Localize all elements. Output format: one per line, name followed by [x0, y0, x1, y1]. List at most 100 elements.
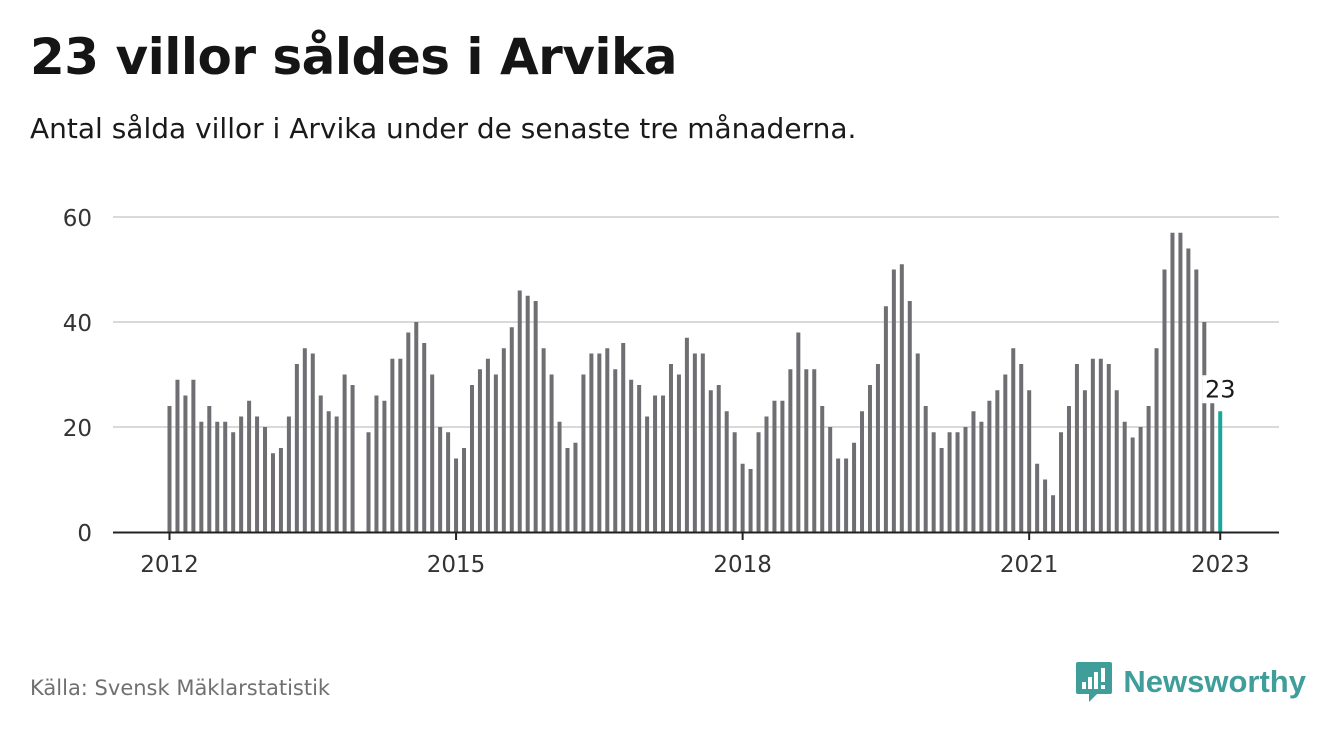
value-label: 23 [1205, 375, 1236, 403]
bar [1186, 248, 1191, 532]
bar [732, 432, 737, 532]
bar [446, 432, 451, 532]
bar [756, 432, 761, 532]
bar [676, 374, 681, 532]
bar [501, 348, 506, 532]
bar [390, 358, 395, 532]
bar [796, 332, 801, 532]
bar [923, 406, 928, 532]
bar [215, 421, 220, 532]
bar [1154, 348, 1159, 532]
chart-title: 23 villor såldes i Arvika [30, 28, 678, 86]
bar [947, 432, 952, 532]
bar [995, 390, 1000, 532]
bar [175, 379, 180, 532]
bar [716, 385, 721, 532]
bar [1074, 364, 1079, 532]
bar [231, 432, 236, 532]
x-tick-label: 2023 [1191, 552, 1250, 578]
bar [828, 427, 833, 532]
bars [167, 232, 1223, 532]
x-tick-label: 2018 [713, 552, 772, 578]
bar [661, 395, 666, 532]
bar [979, 421, 984, 532]
bar [1162, 269, 1167, 532]
y-axis-ticks: 0 20 40 60 [63, 206, 92, 547]
bar [1210, 400, 1215, 532]
bar [318, 395, 323, 532]
bar [454, 458, 459, 532]
bar [533, 301, 538, 532]
bar [430, 374, 435, 532]
bar-highlighted [1218, 411, 1223, 532]
bar [804, 369, 809, 532]
bar [477, 369, 482, 532]
bar [1027, 390, 1032, 532]
bar [764, 416, 769, 532]
bar [374, 395, 379, 532]
bar [1035, 463, 1040, 532]
bar-chart: 0 20 40 60 2012 2015 2018 2021 2023 23 [63, 206, 1279, 578]
bar [557, 421, 562, 532]
y-tick-label: 0 [77, 521, 92, 547]
bar [788, 369, 793, 532]
bar [350, 385, 355, 532]
bar [183, 395, 188, 532]
bar [899, 264, 904, 532]
bar [223, 421, 228, 532]
bar [708, 390, 713, 532]
bar [1082, 390, 1087, 532]
bar [469, 385, 474, 532]
bar [1106, 364, 1111, 532]
bar [844, 458, 849, 532]
bar [199, 421, 204, 532]
x-tick-label: 2015 [427, 552, 486, 578]
bar [263, 427, 268, 532]
bar [255, 416, 260, 532]
bar [645, 416, 650, 532]
bar [684, 337, 689, 532]
brand-name: Newsworthy [1123, 664, 1306, 699]
bar [860, 411, 865, 532]
x-axis-ticks: 2012 2015 2018 2021 2023 [140, 532, 1249, 578]
bar [1122, 421, 1127, 532]
bar [700, 353, 705, 532]
bar [891, 269, 896, 532]
bar [1066, 406, 1071, 532]
bar [867, 385, 872, 532]
bar [740, 463, 745, 532]
bar [286, 416, 291, 532]
bar [915, 353, 920, 532]
bar [406, 332, 411, 532]
bar [1202, 322, 1207, 532]
brand-logo: Newsworthy [1075, 660, 1306, 704]
bar [597, 353, 602, 532]
bar [1146, 406, 1151, 532]
bar [1003, 374, 1008, 532]
bar [270, 453, 275, 532]
bar [1194, 269, 1199, 532]
bar [541, 348, 546, 532]
bar [637, 385, 642, 532]
bar [987, 400, 992, 532]
bar [692, 353, 697, 532]
annotations: 23 [1202, 375, 1239, 404]
annotation-background [1202, 375, 1239, 404]
bar [907, 301, 912, 532]
bar [724, 411, 729, 532]
bar [605, 348, 610, 532]
bar [334, 416, 339, 532]
bar [1114, 390, 1119, 532]
bar [549, 374, 554, 532]
bar [613, 369, 618, 532]
bar [1051, 495, 1056, 532]
bar [310, 353, 315, 532]
bar [772, 400, 777, 532]
bar [780, 400, 785, 532]
bar [820, 406, 825, 532]
y-tick-label: 60 [63, 206, 92, 232]
bar [239, 416, 244, 532]
bar [852, 442, 857, 532]
bar [326, 411, 331, 532]
bar [971, 411, 976, 532]
